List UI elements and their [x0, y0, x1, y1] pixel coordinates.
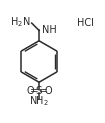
Text: H$_2$N: H$_2$N: [10, 16, 30, 30]
Text: HCl: HCl: [77, 18, 94, 28]
Text: =: =: [30, 86, 39, 96]
Text: O: O: [26, 86, 34, 96]
Text: NH: NH: [42, 25, 56, 35]
Text: O: O: [44, 86, 52, 96]
Text: NH$_2$: NH$_2$: [29, 94, 49, 108]
Text: =: =: [39, 86, 48, 96]
Text: S: S: [36, 86, 42, 96]
